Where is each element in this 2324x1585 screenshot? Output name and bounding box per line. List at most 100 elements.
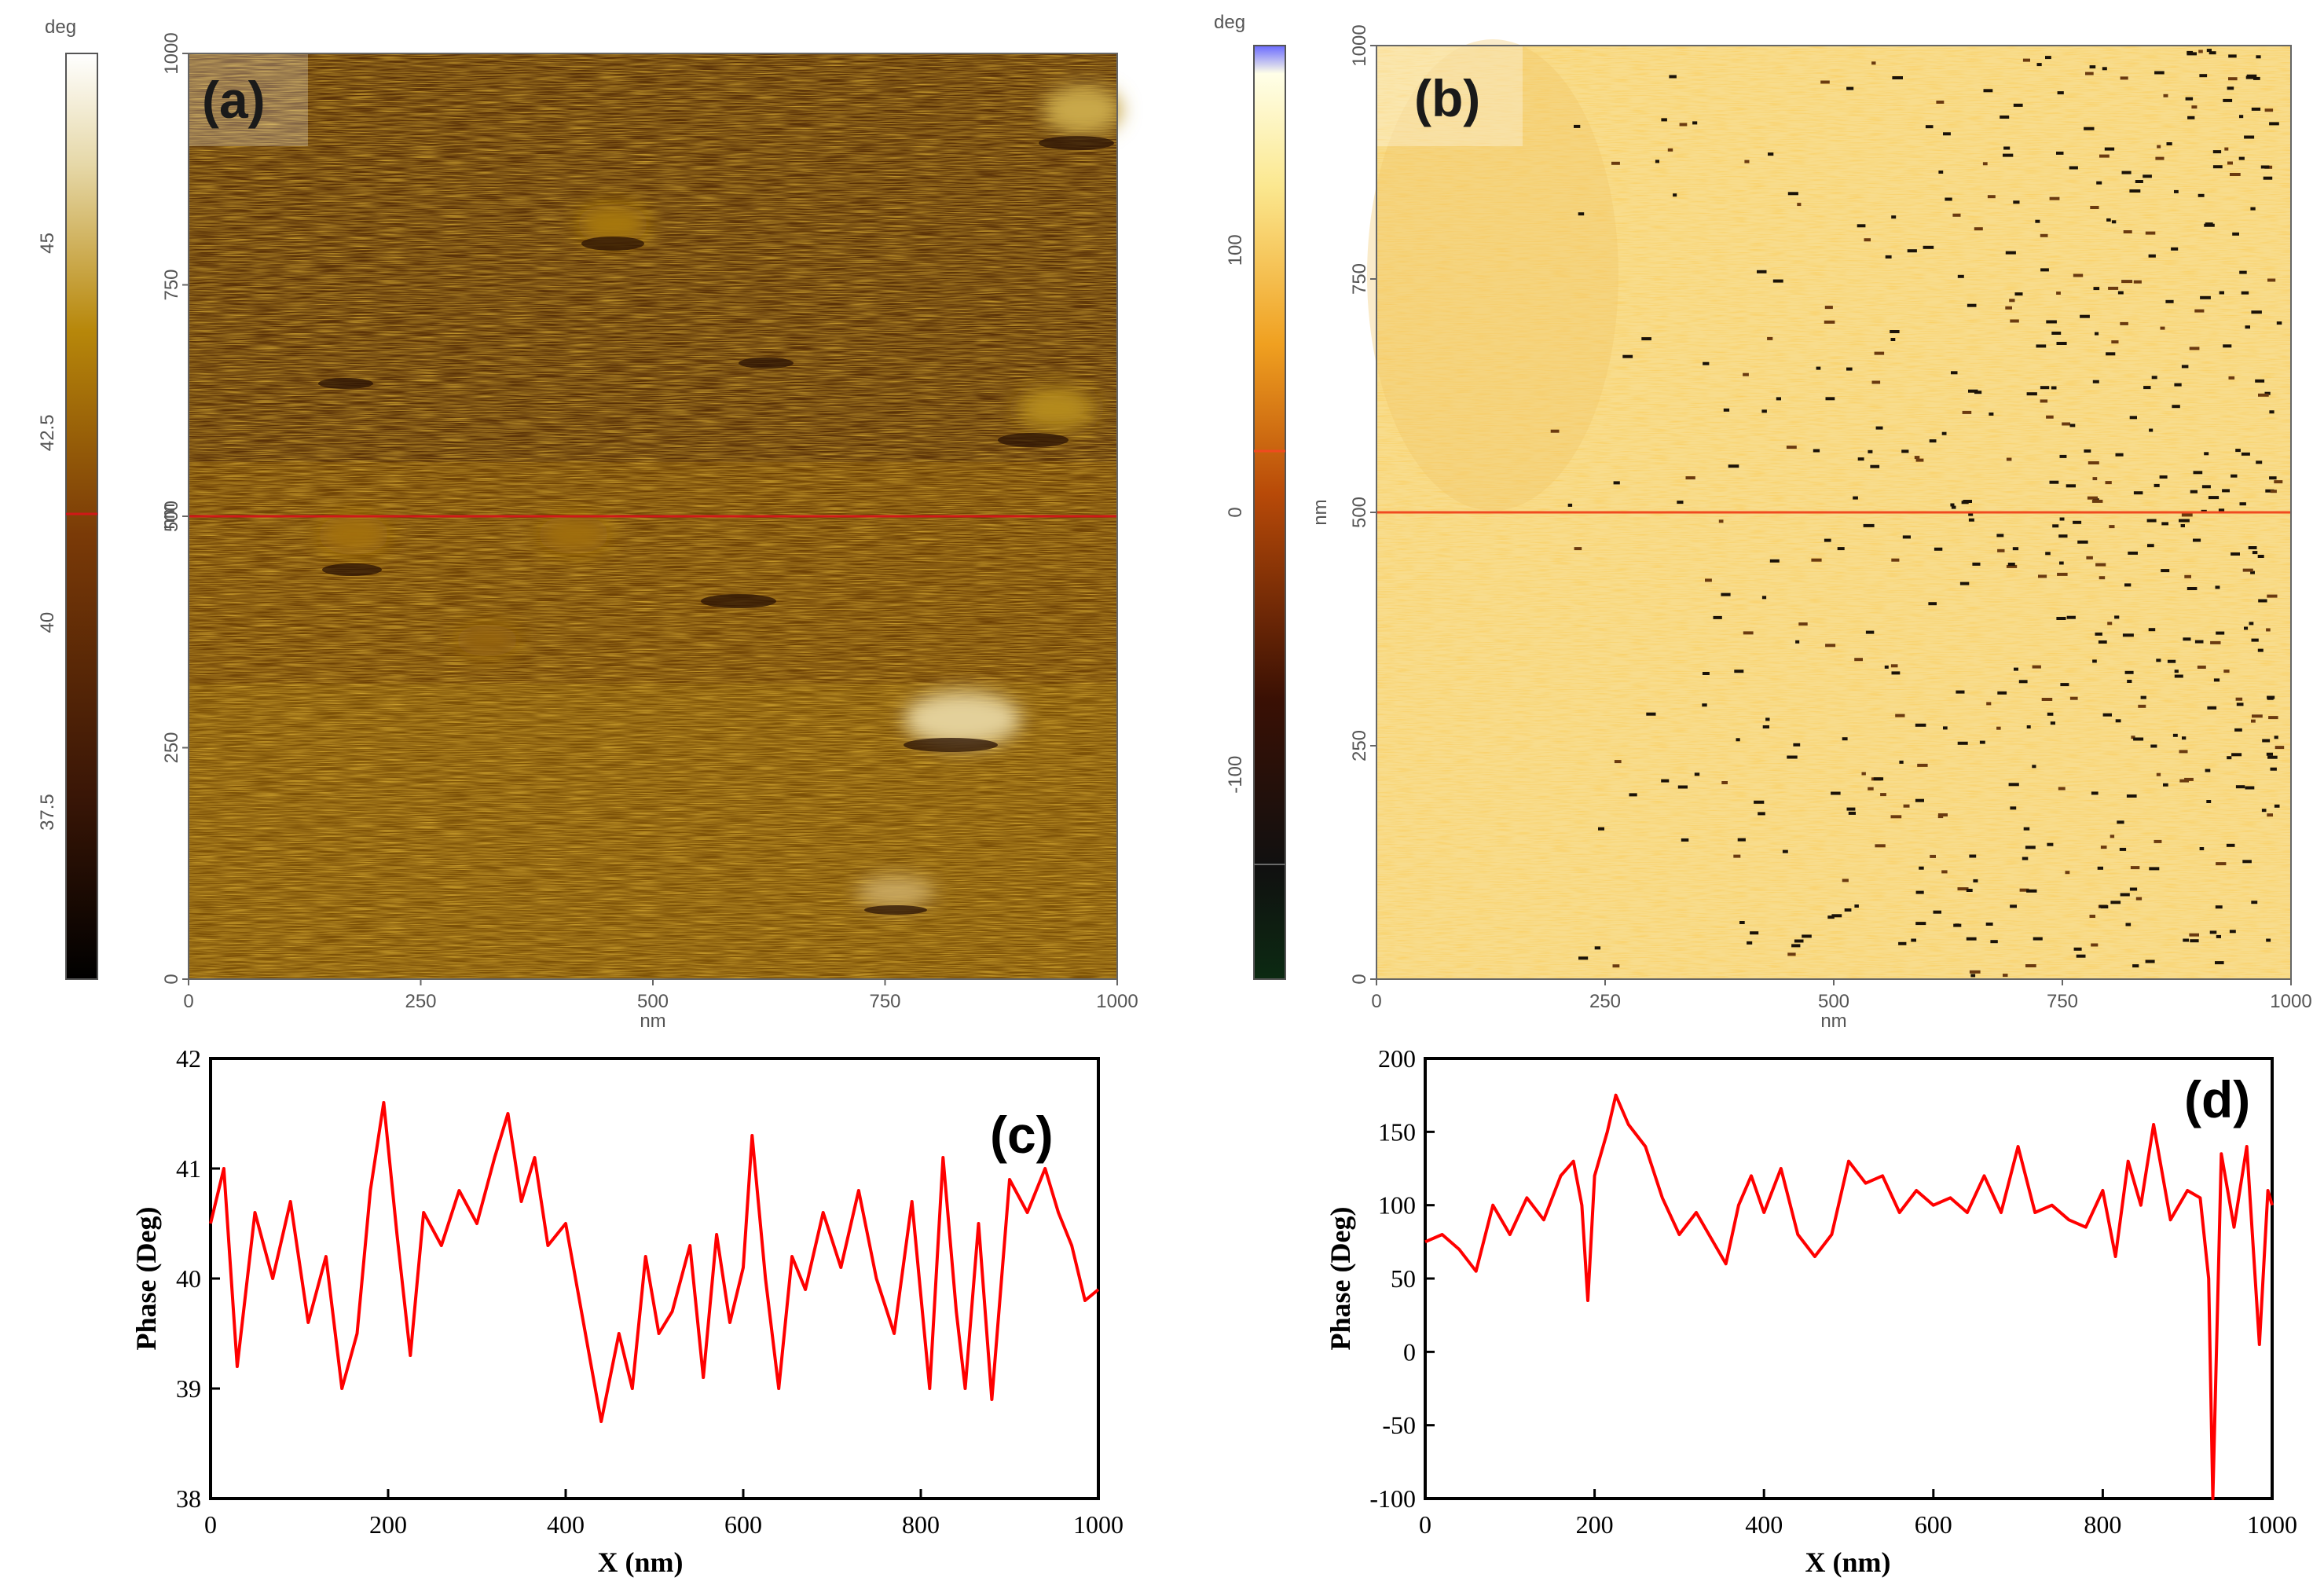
phase-speck <box>1757 270 1767 273</box>
phase-speck <box>2161 569 2170 573</box>
phase-speck <box>2159 475 2168 479</box>
phase-speck <box>1661 779 1670 783</box>
profile-series-line <box>1424 1093 2274 1500</box>
phase-speck <box>2097 866 2103 870</box>
phase-speck <box>2066 484 2076 488</box>
colorbar-a-ticks: 45 42.5 40 37.5 <box>37 233 58 831</box>
x-tick-label: 800 <box>902 1510 940 1539</box>
phase-speck <box>1937 813 1948 816</box>
phase-speck <box>2100 846 2107 849</box>
phase-speck <box>1702 703 1707 707</box>
phase-speck <box>2003 974 2008 978</box>
colorbar-tick-label: 42.5 <box>37 414 58 451</box>
phase-speck <box>2146 519 2157 523</box>
phase-speck <box>2215 905 2223 909</box>
y-tick-label: -100 <box>1369 1484 1416 1513</box>
colorbar-a-unit: deg <box>45 17 76 38</box>
colorbar-b-ticks: 100 0 -100 <box>1225 234 1246 793</box>
phase-speck <box>2228 376 2235 380</box>
y-tick-label: 1000 <box>1349 24 1370 66</box>
phase-speck <box>1864 238 1871 242</box>
phase-speck <box>2245 75 2256 79</box>
phase-speck <box>2098 640 2107 644</box>
phase-speck <box>1853 496 1858 500</box>
axis-ticks-d: 0 200 400 600 800 1000 200 150 100 50 0 -50 -100 <box>1369 1044 2297 1539</box>
phase-speck <box>2232 232 2239 236</box>
phase-speck <box>1622 354 1633 358</box>
phase-speck <box>2089 65 2096 69</box>
x-tick-label: 500 <box>1818 991 1849 1012</box>
phase-speck <box>2150 744 2157 748</box>
phase-speck <box>1967 303 1977 307</box>
phase-speck <box>2199 74 2208 78</box>
phase-speck <box>2215 585 2220 589</box>
phase-speck <box>1614 760 1622 764</box>
x-tick-label: 400 <box>1745 1510 1783 1539</box>
phase-speck <box>1703 361 1710 365</box>
phase-speck <box>1957 274 1964 278</box>
phase-speck <box>1892 76 1903 79</box>
panel-d: 0 200 400 600 800 1000 200 150 100 50 0 -50 -100 (d)… <box>1325 1044 2297 1578</box>
x-tick-label: 250 <box>405 991 436 1012</box>
phase-speck <box>2216 631 2225 635</box>
phase-speck <box>2226 843 2235 847</box>
phase-speck <box>2040 399 2048 403</box>
phase-speck <box>2163 94 2168 97</box>
phase-speck <box>1955 923 1959 927</box>
phase-speck <box>2032 665 2041 669</box>
phase-speck <box>1941 431 1947 435</box>
phase-speck <box>1952 213 1961 217</box>
phase-speck <box>2266 938 2271 942</box>
phase-speck <box>2229 930 2236 934</box>
phase-speck <box>2201 485 2211 489</box>
colorbar-b-unit: deg <box>1214 12 1245 33</box>
phase-speck <box>1758 812 1765 816</box>
phase-speck <box>1962 410 1972 414</box>
phase-speck <box>2059 517 2065 521</box>
phase-speck <box>2267 278 2276 282</box>
phase-speck <box>1979 740 1985 744</box>
phase-speck <box>2216 934 2221 938</box>
y-tick-label: 100 <box>1378 1191 1416 1220</box>
phase-speck <box>2224 147 2229 151</box>
phase-speck <box>1786 446 1797 449</box>
phase-speck <box>2059 561 2064 565</box>
phase-speck <box>1891 558 1900 562</box>
y-tick-label: 150 <box>1378 1117 1416 1146</box>
x-tick-label: 500 <box>637 991 669 1012</box>
phase-speck <box>2270 490 2277 493</box>
phase-speck <box>2129 887 2138 891</box>
phase-speck <box>2234 728 2242 732</box>
phase-speck <box>2069 166 2078 170</box>
phase-speck <box>2073 947 2082 951</box>
phase-speck <box>2149 867 2160 871</box>
phase-speck <box>2266 628 2271 632</box>
phase-speck <box>1842 737 1848 741</box>
phase-speck <box>2019 888 2029 892</box>
phase-speck <box>2131 736 2135 739</box>
phase-speck <box>2228 54 2237 58</box>
phase-speck <box>2183 938 2189 942</box>
phase-speck <box>2145 231 2156 235</box>
phase-speck <box>2111 340 2119 344</box>
phase-speck <box>1641 337 1651 341</box>
phase-speck <box>1957 887 1969 891</box>
phase-speck <box>2239 270 2247 274</box>
x-tick-label: 750 <box>2047 991 2078 1012</box>
x-tick-label: 600 <box>1915 1510 1952 1539</box>
phase-speck <box>1915 723 1926 727</box>
phase-speck <box>2003 153 2014 157</box>
phase-speck <box>2154 71 2165 75</box>
phase-speck <box>2242 568 2253 572</box>
phase-speck <box>1679 123 1688 127</box>
phase-speck <box>2231 753 2242 757</box>
phase-speck <box>2057 91 2064 95</box>
y-tick-label: 50 <box>1391 1264 1416 1293</box>
phase-speck <box>1989 412 1994 416</box>
phase-speck <box>2080 314 2090 318</box>
phase-speck <box>2274 480 2283 484</box>
phase-speck <box>2060 683 2069 687</box>
phase-speck <box>2046 415 2054 419</box>
phase-speck <box>1825 644 1836 648</box>
phase-speck <box>2047 712 2054 716</box>
